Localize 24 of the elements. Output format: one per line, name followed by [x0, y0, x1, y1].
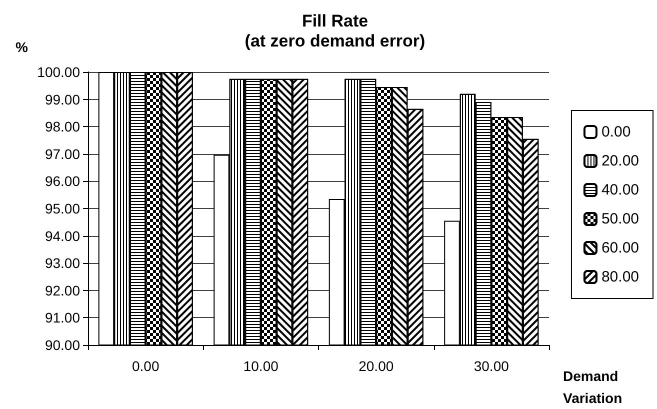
legend-label: 80.00	[601, 268, 640, 286]
chart-title: Fill Rate (at zero demand error)	[244, 12, 426, 50]
x-axis-title: Demand Variation	[563, 368, 622, 406]
x-tick-label: 20.00	[358, 358, 394, 374]
x-tick-label: 30.00	[474, 358, 510, 374]
x-tick-label: 10.00	[243, 358, 279, 374]
legend-label: 50.00	[601, 210, 640, 228]
y-axis-title: %	[16, 39, 29, 55]
y-tick-label: 94.00	[44, 228, 80, 244]
y-tick-label: 91.00	[44, 310, 80, 326]
legend-label: 0.00	[601, 124, 631, 140]
legend-label: 40.00	[601, 182, 640, 198]
y-tick-label: 97.00	[44, 146, 80, 162]
y-tick-label: 96.00	[44, 173, 80, 190]
legend-label: 20.00	[601, 152, 640, 170]
x-tick-label: 0.00	[132, 358, 160, 374]
y-tick-label: 100.00	[37, 64, 80, 80]
y-tick-label: 90.00	[44, 337, 80, 353]
y-tick-label: 98.00	[44, 118, 80, 135]
y-tick-label: 99.00	[44, 91, 80, 108]
y-tick-label: 93.00	[44, 255, 80, 272]
y-tick-label: 95.00	[44, 200, 80, 216]
legend-label: 60.00	[601, 240, 640, 256]
y-tick-label: 92.00	[44, 282, 80, 298]
